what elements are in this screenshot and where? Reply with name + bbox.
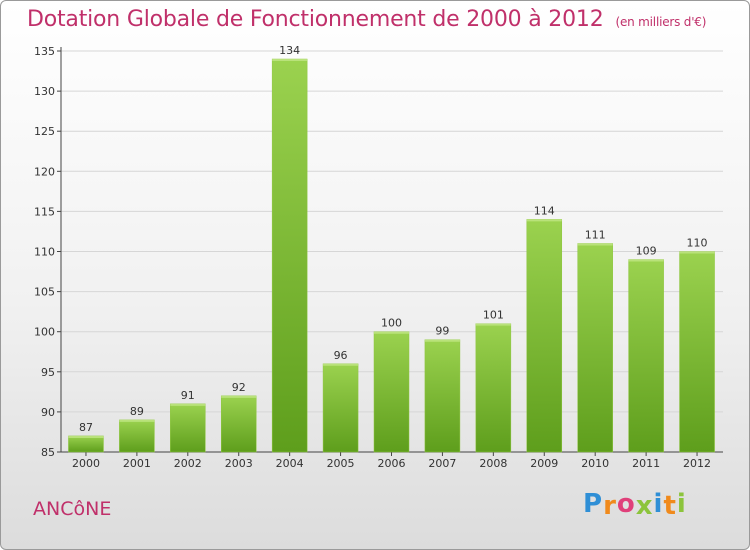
bar-2010	[577, 243, 613, 453]
data-label-2010: 111	[585, 228, 606, 241]
bar-2012	[679, 251, 715, 453]
y-tick-label: 120	[34, 165, 55, 178]
y-tick-label: 95	[41, 366, 55, 379]
bar-2004	[271, 58, 308, 453]
x-tick-label-2006: 2006	[378, 457, 406, 470]
y-tick-label: 85	[41, 446, 55, 459]
x-tick-label-2001: 2001	[123, 457, 151, 470]
y-tick-label: 105	[34, 286, 55, 299]
bar-2008	[475, 323, 512, 453]
x-tick-label-2003: 2003	[225, 457, 253, 470]
data-label-2003: 92	[232, 381, 246, 394]
y-tick-label: 130	[34, 85, 55, 98]
data-label-2011: 109	[636, 245, 657, 258]
data-label-2005: 96	[334, 349, 348, 362]
bar-2000	[68, 435, 104, 453]
data-label-2012: 110	[687, 237, 708, 250]
data-label-2002: 91	[181, 389, 195, 402]
x-tick-label-2010: 2010	[581, 457, 609, 470]
bar-2003	[220, 395, 257, 453]
chart-title: Dotation Globale de Fonctionnement de 20…	[27, 7, 706, 32]
x-tick-label-2012: 2012	[683, 457, 711, 470]
bar-2009	[526, 219, 563, 453]
bar-2005	[322, 363, 359, 453]
logo-letter: i	[676, 489, 687, 519]
bar-2001	[119, 419, 155, 453]
bar-2002	[170, 403, 206, 453]
bar-2011	[628, 259, 664, 453]
x-tick-label-2000: 2000	[72, 457, 100, 470]
data-label-2006: 100	[381, 317, 402, 330]
x-tick-label-2011: 2011	[632, 457, 660, 470]
y-tick-label: 100	[34, 326, 55, 339]
data-label-2009: 114	[534, 204, 555, 217]
data-label-2008: 101	[483, 309, 504, 322]
x-tick-label-2002: 2002	[174, 457, 202, 470]
x-tick-label-2009: 2009	[530, 457, 558, 470]
bar-labels: 87 89 91 92 134 96 100 99 101 114 111 109 110	[79, 44, 708, 434]
logo-letter: x	[635, 491, 654, 521]
y-tick-label: 125	[34, 125, 55, 138]
data-label-2007: 99	[435, 325, 449, 338]
bars	[68, 58, 715, 453]
logo-letter: i	[653, 489, 664, 519]
x-tick-label-2005: 2005	[327, 457, 355, 470]
x-tick-label-2007: 2007	[428, 457, 456, 470]
y-tick-label: 110	[34, 246, 55, 259]
tick-labels: 85 90 95 100 105 110 115 120 125 130 135 2000 2001 20…	[34, 45, 711, 470]
proxiti-logo[interactable]: Proxiti	[583, 489, 687, 521]
data-label-2000: 87	[79, 421, 93, 434]
data-label-2004: 134	[279, 44, 300, 57]
logo-letter: o	[616, 489, 636, 519]
y-tick-label: 115	[34, 205, 55, 218]
commune-name: ANCôNE	[33, 498, 112, 520]
chart-title-text: Dotation Globale de Fonctionnement de 20…	[27, 7, 604, 32]
data-label-2001: 89	[130, 405, 144, 418]
y-tick-label: 90	[41, 406, 55, 419]
bar-2006	[373, 331, 410, 453]
y-tick-label: 135	[34, 45, 55, 58]
logo-letter: P	[583, 489, 604, 519]
logo-letter: r	[603, 491, 617, 521]
chart-unit: (en milliers d'€)	[615, 15, 707, 29]
bar-2007	[424, 339, 461, 453]
x-tick-label-2004: 2004	[276, 457, 304, 470]
x-tick-label-2008: 2008	[479, 457, 507, 470]
logo-letter: t	[663, 491, 677, 521]
